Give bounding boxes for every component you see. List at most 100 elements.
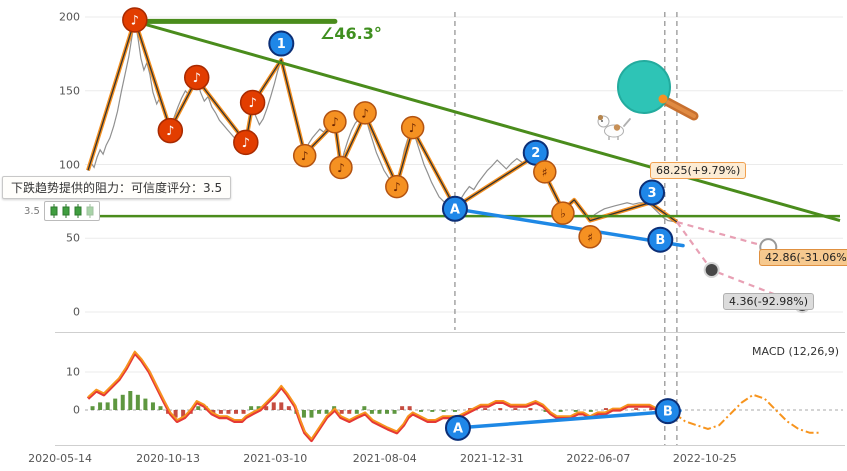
- green-candle-icon: [74, 204, 82, 218]
- price-target-up-label: 68.25(+9.79%): [650, 162, 747, 179]
- macd-histogram-bar: [309, 410, 314, 418]
- green-candle-icon: [86, 204, 94, 218]
- macd-histogram-bar: [513, 408, 518, 410]
- pivot-marker-blue-B[interactable]: B: [654, 398, 681, 425]
- x-axis-label: 2022-10-25: [672, 452, 737, 465]
- macd-histogram-bar: [264, 406, 269, 410]
- macd-histogram-bar: [543, 410, 548, 412]
- price-y-axis-label: 50: [66, 231, 80, 245]
- x-axis-label: 2020-05-14: [28, 452, 93, 465]
- macd-histogram-bar: [301, 410, 306, 418]
- x-axis-label: 2021-12-31: [459, 452, 524, 465]
- marker-glyph: 2: [531, 146, 540, 161]
- pivot-marker-orange-♭[interactable]: ♭: [551, 201, 575, 225]
- pivot-marker-orange-♯[interactable]: ♯: [578, 225, 602, 249]
- projection-point-dark[interactable]: [703, 261, 720, 278]
- macd-histogram-bar: [241, 410, 246, 414]
- price-target-down-label: 4.36(-92.98%): [723, 293, 814, 310]
- macd-histogram-bar: [347, 410, 352, 414]
- pivot-marker-orange-♪[interactable]: ♪: [292, 143, 317, 168]
- macd-histogram-bar: [135, 394, 140, 410]
- downtrend-line[interactable]: [134, 19, 841, 223]
- pivot-marker-orange-♪[interactable]: ♪: [353, 101, 377, 125]
- macd-histogram-bar: [407, 406, 412, 410]
- green-candle-icon: [50, 204, 58, 218]
- marker-glyph: ♪: [166, 124, 174, 139]
- pivot-marker-blue-1[interactable]: 1: [268, 30, 295, 57]
- pivot-marker-red-♪[interactable]: ♪: [233, 129, 259, 156]
- confidence-score: 3.5: [24, 201, 100, 221]
- price-y-axis-label: 200: [59, 10, 80, 24]
- macd-histogram-bar: [558, 410, 563, 412]
- macd-histogram-bar: [249, 406, 254, 410]
- price-y-axis-label: 150: [59, 84, 80, 98]
- pivot-marker-blue-B[interactable]: B: [647, 226, 674, 253]
- macd-histogram-bar: [211, 410, 216, 414]
- marker-glyph: A: [453, 421, 463, 436]
- marker-glyph: ♪: [361, 106, 369, 120]
- macd-histogram-bar: [483, 408, 488, 410]
- macd-histogram-bar: [181, 410, 186, 418]
- score-value: 3.5: [24, 205, 40, 217]
- pivot-marker-blue-A[interactable]: A: [441, 195, 468, 222]
- projection-line-1: [676, 220, 769, 249]
- macd-histogram-bar: [385, 410, 389, 414]
- macd-histogram-bar: [634, 408, 639, 410]
- pivot-marker-red-♪[interactable]: ♪: [157, 117, 184, 144]
- marker-glyph: ♪: [337, 161, 345, 175]
- macd-histogram-bar: [452, 410, 457, 412]
- macd-histogram-bar: [128, 391, 133, 410]
- marker-glyph: ♯: [587, 230, 593, 244]
- macd-ab-line[interactable]: [456, 409, 682, 430]
- macd-histogram-bar: [286, 406, 291, 410]
- price-y-axis-label: 0: [73, 305, 80, 319]
- pivot-marker-red-♪[interactable]: ♪: [122, 7, 148, 33]
- marker-glyph: 3: [647, 186, 656, 201]
- marker-glyph: ♯: [542, 165, 548, 179]
- marker-glyph: ♪: [409, 121, 417, 135]
- macd-dea-line: [86, 351, 676, 442]
- pivot-marker-orange-♪[interactable]: ♪: [323, 109, 347, 134]
- pivot-marker-orange-♪[interactable]: ♪: [385, 174, 409, 199]
- pivot-marker-blue-A[interactable]: A: [444, 414, 471, 441]
- macd-histogram-bar: [143, 398, 148, 410]
- macd-histogram-bar: [90, 406, 95, 410]
- macd-histogram-bar: [317, 410, 322, 414]
- macd-histogram-bar: [528, 408, 533, 410]
- macd-y-axis-label: 10: [66, 365, 80, 379]
- macd-histogram-bar: [354, 410, 359, 414]
- price-target-mid-label: 42.86(-31.06%): [759, 249, 847, 266]
- macd-histogram-bar: [369, 410, 374, 414]
- marker-glyph: A: [450, 202, 460, 217]
- macd-dif-line: [87, 350, 676, 440]
- macd-histogram-bar: [573, 410, 578, 412]
- macd-histogram-bar: [377, 410, 382, 414]
- table-tennis-paddle-icon: [617, 60, 699, 121]
- marker-glyph: 1: [277, 37, 286, 52]
- marker-glyph: ♪: [331, 115, 339, 129]
- pivot-marker-red-♪[interactable]: ♪: [239, 89, 266, 116]
- pivot-marker-orange-♯[interactable]: ♯: [533, 160, 557, 184]
- macd-histogram-bar: [400, 406, 405, 410]
- pivot-marker-red-♪[interactable]: ♪: [183, 64, 210, 91]
- macd-histogram-bar: [105, 402, 110, 410]
- x-axis-label: 2022-06-07: [566, 452, 631, 465]
- macd-histogram-bar: [588, 410, 593, 412]
- resistance-tooltip: 下跌趋势提供的阻力：可信度评分：3.5: [2, 176, 232, 199]
- macd-histogram-bar: [120, 394, 125, 410]
- pivot-marker-orange-♪[interactable]: ♪: [400, 115, 425, 140]
- macd-histogram-bar: [392, 410, 397, 414]
- macd-histogram-bar: [418, 410, 423, 412]
- macd-histogram-bar: [256, 406, 261, 410]
- pivot-marker-blue-3[interactable]: 3: [639, 179, 666, 206]
- macd-histogram-bar: [324, 410, 329, 414]
- marker-glyph: ♪: [193, 71, 201, 86]
- macd-histogram-bar: [196, 406, 201, 410]
- pivot-marker-orange-♪[interactable]: ♪: [329, 155, 353, 180]
- macd-histogram-bar: [339, 410, 344, 414]
- zigzag-line-inner: [87, 19, 678, 223]
- macd-histogram-bar: [218, 410, 223, 414]
- ab-trendline[interactable]: [453, 207, 685, 248]
